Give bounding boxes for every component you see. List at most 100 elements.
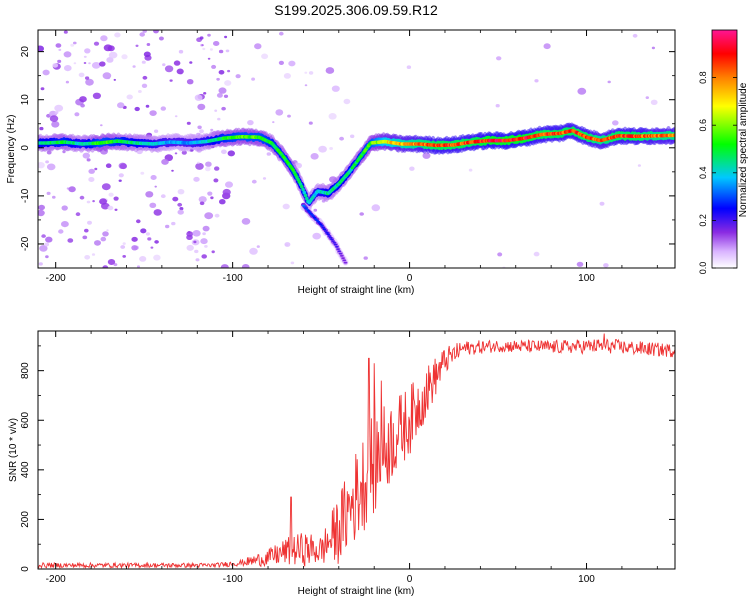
spectrogram-noise-cell: [154, 240, 159, 244]
snr-ytick-label: 0: [20, 566, 31, 572]
spectrogram-noise-cell: [214, 213, 220, 218]
spectrogram-noise-cell: [79, 96, 87, 103]
spectrogram-noise-cell: [164, 65, 174, 73]
spectrogram-noise-cell: [251, 179, 257, 184]
spectrogram-noise-cell: [214, 166, 220, 171]
spectrogram-noise-cell: [107, 259, 116, 265]
spectrogram-xtick-label: 0: [407, 273, 413, 284]
spectrogram-noise-cell: [534, 79, 539, 83]
spectrogram-noise-cell: [262, 177, 267, 180]
spectrogram-noise-cell: [645, 96, 649, 99]
spectrogram-noise-cell: [169, 79, 173, 82]
snr-ytick-label: 400: [20, 461, 31, 478]
spectrogram-noise-cell: [287, 114, 291, 118]
spectrogram-noise-cell: [288, 60, 296, 67]
spectrogram-noise-cell: [84, 228, 89, 233]
spectrogram-noise-cell: [188, 79, 192, 83]
spectrogram-ridge-core: [333, 243, 338, 246]
spectrogram-ridge-core: [672, 133, 675, 138]
spectrogram-noise-cell: [52, 195, 56, 199]
colorbar-tick-label: 0.8: [698, 71, 708, 84]
spectrogram-noise-cell: [154, 129, 159, 133]
spectrogram-noise-cell: [57, 59, 62, 64]
spectrogram-noise-cell: [92, 200, 95, 203]
spectrogram-noise-cell: [113, 78, 117, 81]
spectrogram-noise-cell: [45, 160, 49, 164]
spectrogram-noise-cell: [49, 115, 59, 122]
spectrogram-noise-cell: [219, 199, 226, 205]
spectrogram-noise-cell: [199, 129, 204, 134]
spectrogram-noise-cell: [150, 246, 154, 249]
spectrogram-noise-cell: [83, 62, 87, 64]
spectrogram-noise-cell: [105, 163, 112, 168]
spectrogram-xtick-label: -200: [46, 273, 66, 284]
spectrogram-x-label: Height of straight line (km): [298, 285, 415, 296]
spectrogram-noise-cell: [278, 60, 284, 65]
colorbar-tick-label: 0.6: [698, 119, 708, 132]
spectrogram-noise-cell: [308, 71, 314, 75]
spectrogram-noise-cell: [221, 106, 226, 111]
spectrogram-noise-cell: [86, 158, 91, 162]
spectrogram-noise-cell: [85, 78, 94, 86]
spectrogram-noise-cell: [79, 195, 85, 200]
spectrogram-ridge-core: [325, 231, 329, 234]
spectrogram-noise-cell: [117, 102, 125, 109]
spectrogram-noise-cell: [290, 261, 295, 265]
spectrogram-noise-cell: [108, 51, 118, 59]
spectrogram-ridge-core: [307, 211, 312, 214]
spectrogram-ridge-core: [315, 219, 319, 222]
spectrogram-noise-cell: [198, 196, 207, 203]
spectrogram-noise-cell: [310, 153, 319, 160]
spectrogram-ytick-label: 10: [20, 94, 31, 106]
spectrogram-noise-cell: [102, 265, 109, 268]
spectrogram-noise-cell: [44, 242, 50, 247]
spectrogram-noise-cell: [114, 32, 121, 38]
spectrogram-noise-cell: [154, 185, 157, 188]
spectrogram-noise-cell: [142, 75, 148, 80]
spectrogram-noise-cell: [247, 120, 254, 126]
spectrogram-noise-cell: [261, 53, 269, 60]
spectrogram-ridge-core: [330, 238, 334, 241]
spectrogram-noise-cell: [41, 234, 46, 238]
spectrogram-ridge-core: [335, 245, 339, 248]
spectrogram-noise-cell: [308, 121, 313, 125]
spectrogram-noise-cell: [121, 54, 128, 60]
spectrogram-noise-cell: [251, 77, 256, 81]
spectrogram-noise-cell: [194, 249, 199, 254]
spectrogram-ytick-label: 20: [20, 46, 31, 58]
spectrogram-noise-cell: [495, 104, 500, 108]
spectrogram-noise-cell: [329, 147, 333, 150]
spectrogram-noise-cell: [78, 72, 85, 78]
spectrogram-noise-cell: [223, 94, 229, 99]
snr-panel: -200 -100 0 100 0 200 400 600 800 Height of stra…: [8, 330, 676, 597]
spectrogram-noise-cell: [45, 236, 53, 243]
spectrogram-ridge-core: [336, 248, 340, 251]
spectrogram-noise-cell: [174, 115, 178, 118]
spectrogram-noise-cell: [210, 196, 214, 200]
spectrogram-noise-cell: [241, 218, 251, 225]
spectrogram-ridge-core: [300, 184, 304, 189]
spectrogram-noise-cell: [651, 46, 656, 50]
spectrogram-noise-cell: [150, 175, 157, 180]
spectrogram-noise-cell: [106, 229, 109, 232]
spectrogram-noise-cell: [126, 94, 133, 100]
spectrogram-noise-cell: [468, 168, 473, 172]
spectrogram-noise-cell: [86, 200, 91, 204]
spectrogram-noise-cell: [83, 55, 87, 58]
spectrogram-noise-cell: [101, 183, 111, 191]
spectrogram-noise-cell: [52, 63, 59, 68]
spectrogram-noise-cell: [143, 51, 151, 58]
spectrogram-noise-cell: [343, 98, 351, 105]
spectrogram-noise-cell: [136, 219, 141, 224]
spectrogram-noise-cell: [227, 69, 231, 73]
spectrogram-ridge-core: [319, 223, 323, 226]
snr-x-label: Height of straight line (km): [298, 586, 415, 597]
spectrogram-noise-cell: [38, 262, 43, 266]
spectrogram-noise-cell: [40, 87, 45, 91]
snr-xtick-label: 100: [578, 574, 595, 585]
colorbar-ticks: 0.0 0.2 0.4 0.6 0.8: [698, 71, 737, 274]
spectrogram-noise-cell: [350, 134, 355, 139]
spectrogram-noise-cell: [131, 236, 138, 242]
